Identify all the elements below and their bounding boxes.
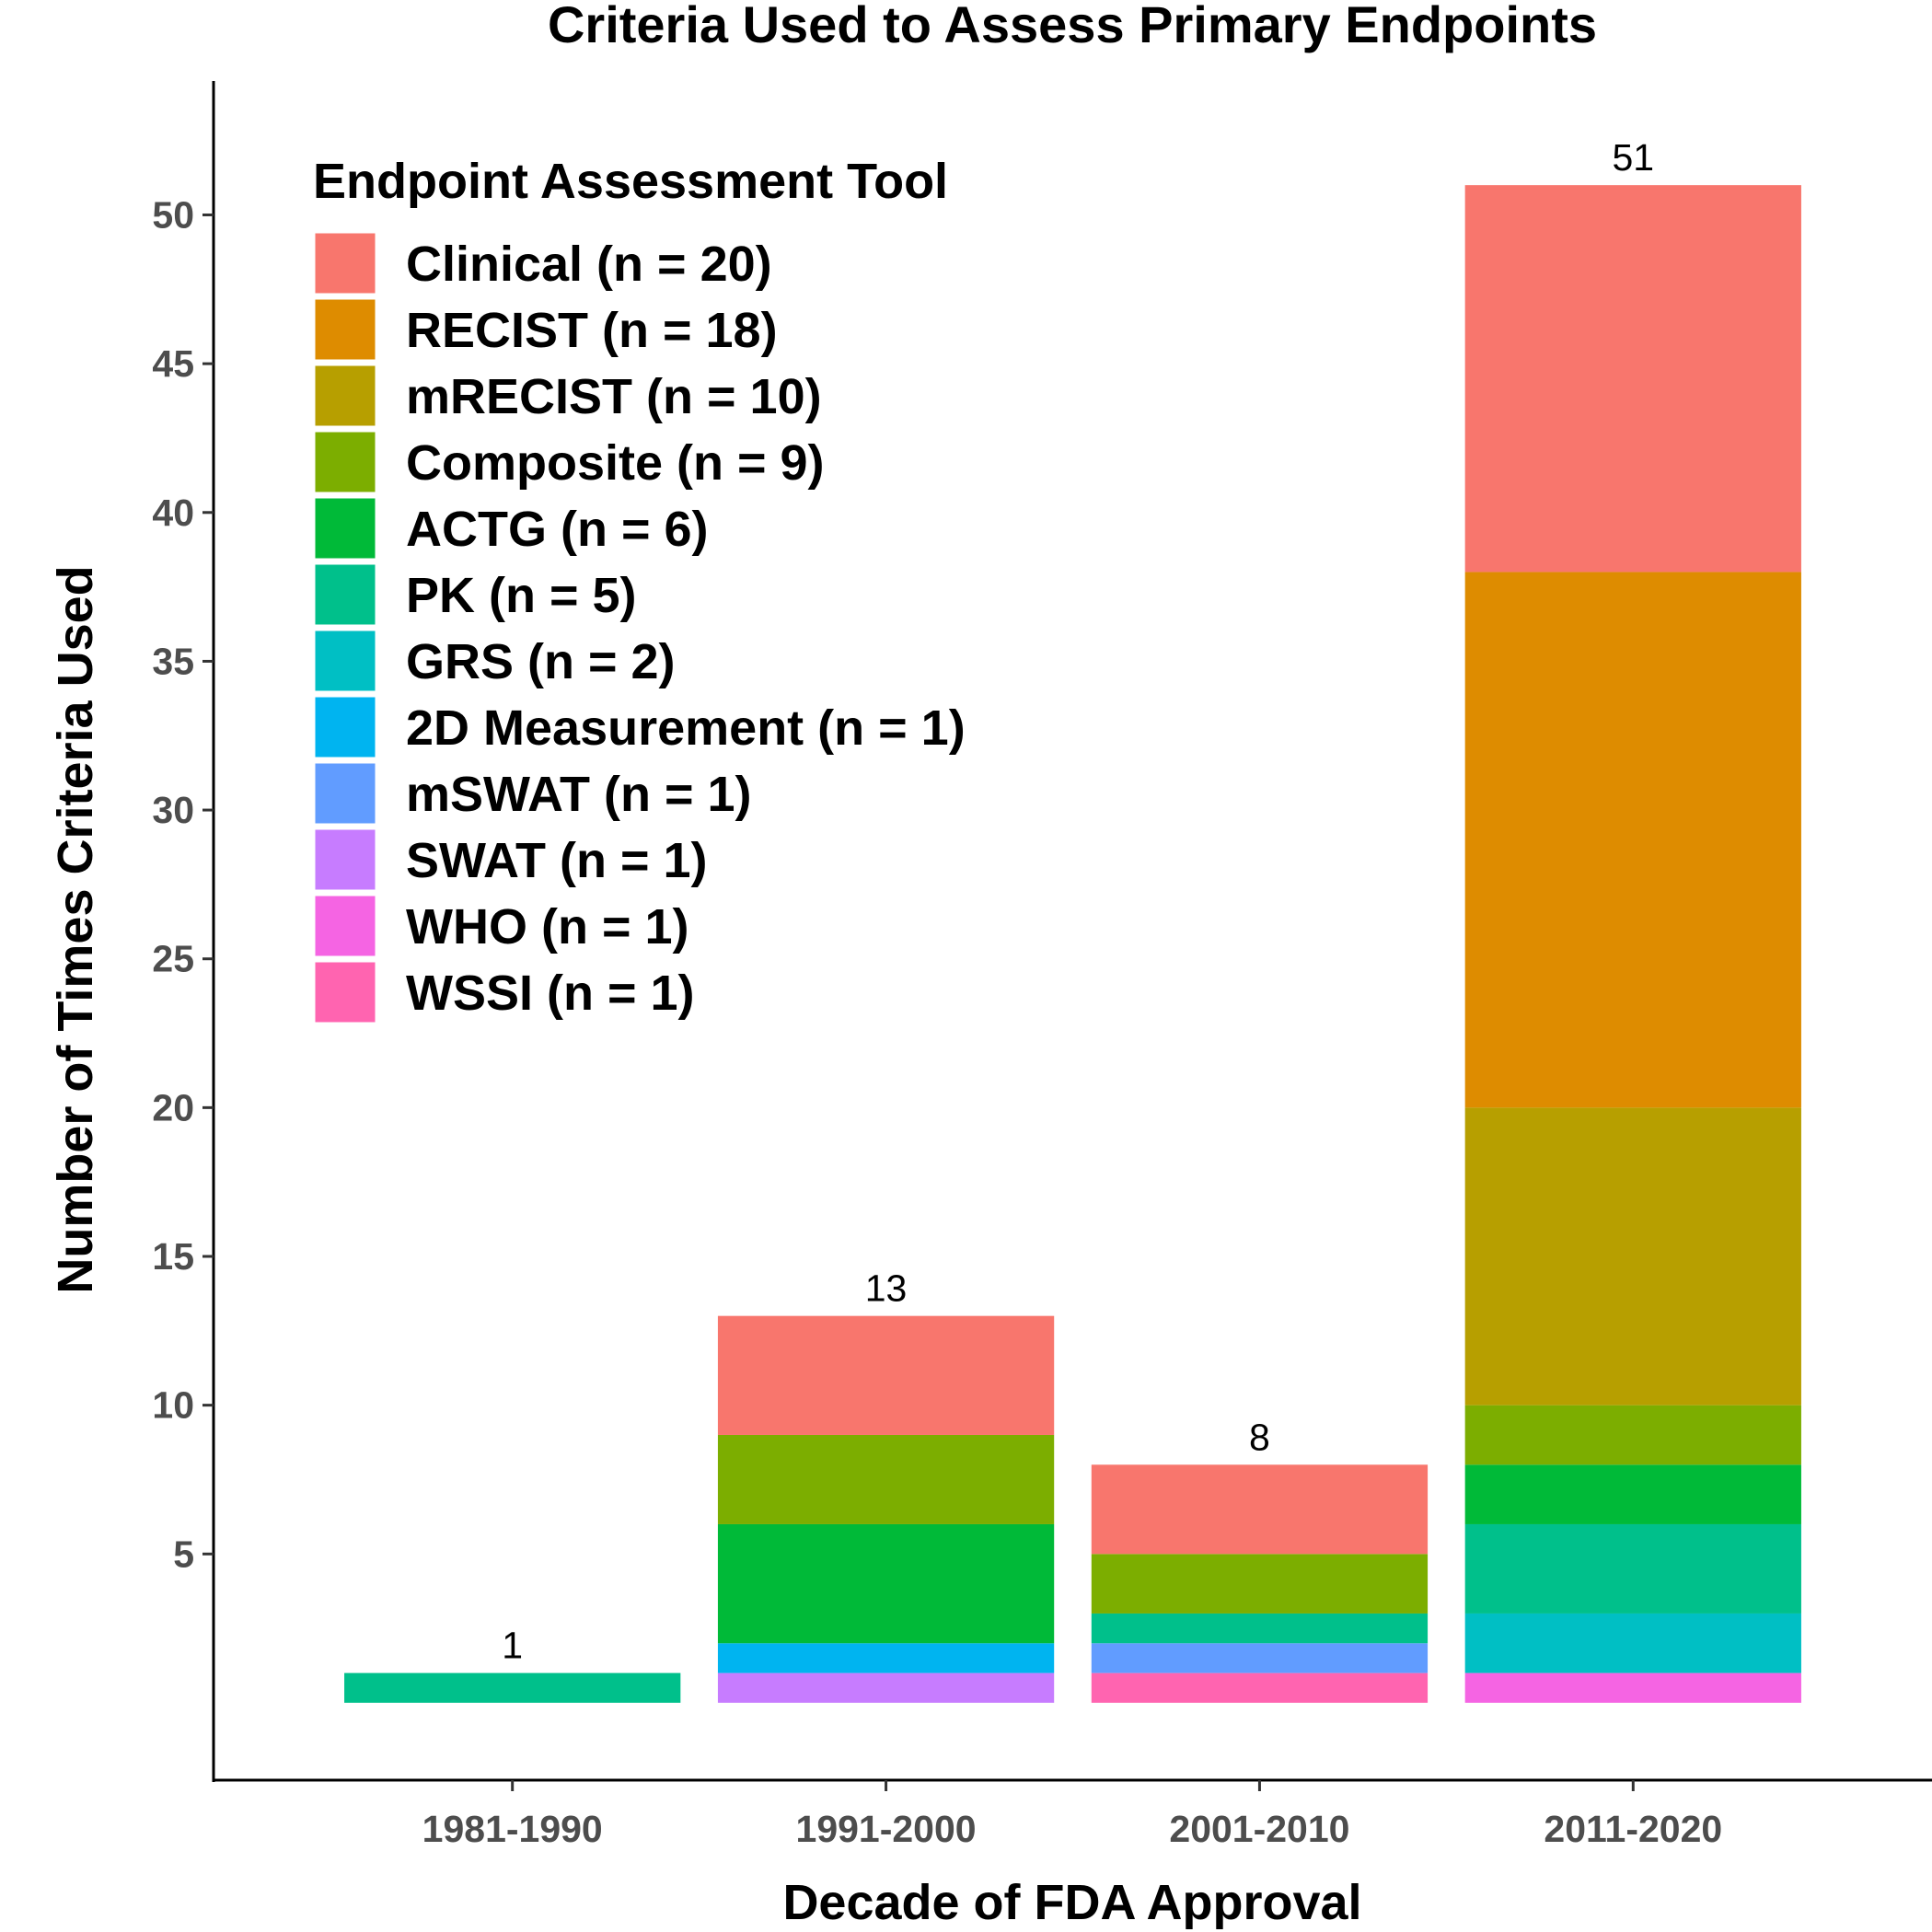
y-tick-label: 40 xyxy=(152,492,194,534)
y-axis-ticks: 5 10 15 20 25 30 35 40 45 50 xyxy=(152,193,214,1575)
y-tick-label: 20 xyxy=(152,1086,194,1128)
bar-segment-mswat xyxy=(1091,1643,1429,1673)
bar-segment-wssi xyxy=(1091,1672,1429,1703)
bar-segment-2d-measurement xyxy=(717,1643,1055,1673)
x-axis-title: Decade of FDA Approval xyxy=(782,1875,1361,1930)
legend-label: mRECIST (n = 10) xyxy=(406,369,822,424)
legend-key xyxy=(312,296,378,363)
bar-segment-pk xyxy=(1091,1613,1429,1644)
x-axis-ticks: 1981-1990 1991-2000 2001-2010 2011-2020 xyxy=(422,1780,1722,1850)
legend-items: Clinical (n = 20) RECIST (n = 18) mRECIST … xyxy=(312,230,966,1025)
legend-key xyxy=(312,561,378,628)
bar-total-label: 1 xyxy=(502,1625,523,1667)
bar-segment-composite xyxy=(1464,1405,1801,1465)
y-tick-label: 10 xyxy=(152,1384,194,1427)
total-labels-group: 1 13 8 51 xyxy=(502,136,1654,1666)
legend-label: PK (n = 5) xyxy=(406,568,637,623)
bar-total-label: 8 xyxy=(1249,1416,1270,1458)
legend-key xyxy=(312,628,378,694)
x-tick-label: 2001-2010 xyxy=(1169,1808,1349,1850)
y-axis-title: Number of Times Criteria Used xyxy=(48,565,103,1293)
bar-total-label: 51 xyxy=(1612,136,1654,179)
bar-segment-actg xyxy=(717,1523,1055,1644)
bar-segment-who xyxy=(1464,1672,1801,1703)
x-tick-label: 1981-1990 xyxy=(422,1808,603,1850)
y-tick-label: 5 xyxy=(173,1533,194,1575)
bar-segment-swat xyxy=(717,1672,1055,1703)
bar-segment-clinical xyxy=(1464,185,1801,573)
legend-label: RECIST (n = 18) xyxy=(406,303,778,358)
y-tick-label: 30 xyxy=(152,789,194,831)
bars-group xyxy=(344,185,1801,1703)
bar-total-label: 13 xyxy=(865,1267,908,1310)
bar-segment-composite xyxy=(1091,1554,1429,1614)
legend-label: 2D Measurement (n = 1) xyxy=(406,700,966,756)
legend-label: ACTG (n = 6) xyxy=(406,502,709,557)
legend-title: Endpoint Assessment Tool xyxy=(313,154,948,209)
legend-label: WHO (n = 1) xyxy=(406,899,689,954)
y-tick-label: 35 xyxy=(152,640,194,682)
y-tick-label: 15 xyxy=(152,1235,194,1278)
y-tick-label: 45 xyxy=(152,342,194,385)
x-tick-label: 1991-2000 xyxy=(796,1808,977,1850)
legend-key xyxy=(312,363,378,429)
legend-label: mSWAT (n = 1) xyxy=(406,767,752,822)
legend-label: Composite (n = 9) xyxy=(406,435,825,491)
legend-label: Clinical (n = 20) xyxy=(406,237,772,292)
legend-key xyxy=(312,893,378,959)
bar-segment-clinical xyxy=(717,1315,1055,1435)
y-tick-label: 25 xyxy=(152,938,194,980)
bar-segment-mrecist xyxy=(1464,1107,1801,1406)
legend-key xyxy=(312,429,378,495)
bar-segment-pk xyxy=(344,1672,681,1703)
bar-segment-clinical xyxy=(1091,1464,1429,1555)
bar-segment-recist xyxy=(1464,572,1801,1108)
chart-title: Criteria Used to Assess Primary Endpoint… xyxy=(548,0,1597,53)
bar-segment-pk xyxy=(1464,1523,1801,1614)
y-tick-label: 50 xyxy=(152,193,194,236)
legend-key xyxy=(312,230,378,296)
bar-segment-composite xyxy=(717,1434,1055,1524)
legend: Endpoint Assessment Tool Clinical (n = 2… xyxy=(312,154,966,1025)
legend-key xyxy=(312,760,378,827)
legend-label: GRS (n = 2) xyxy=(406,634,676,689)
legend-key xyxy=(312,694,378,760)
legend-label: SWAT (n = 1) xyxy=(406,833,708,888)
legend-key xyxy=(312,959,378,1025)
legend-key xyxy=(312,827,378,893)
bar-segment-actg xyxy=(1464,1464,1801,1524)
legend-key xyxy=(312,495,378,561)
legend-label: WSSI (n = 1) xyxy=(406,966,695,1021)
bar-segment-grs xyxy=(1464,1613,1801,1673)
x-tick-label: 2011-2020 xyxy=(1544,1808,1722,1850)
